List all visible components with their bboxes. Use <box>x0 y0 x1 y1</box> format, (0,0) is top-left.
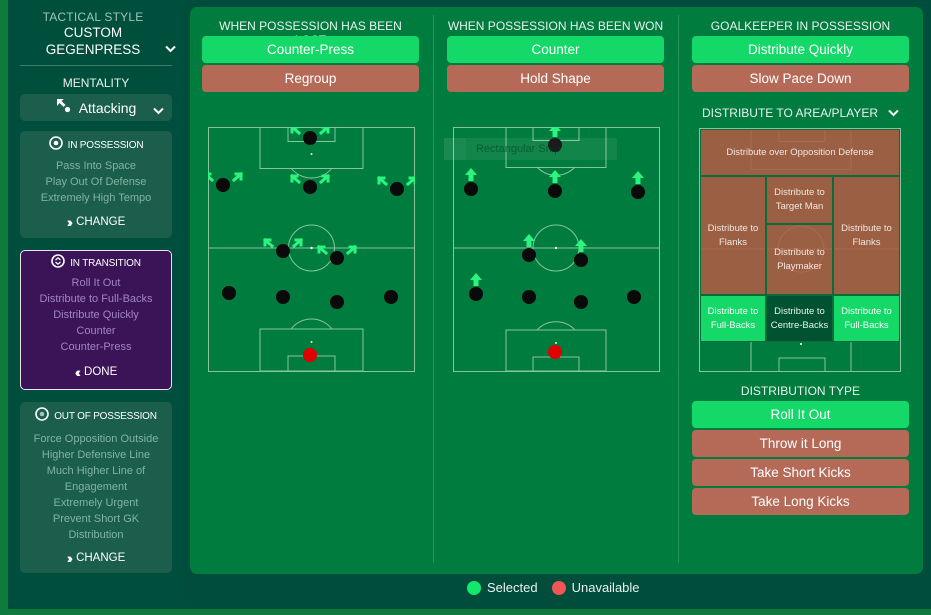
card-title: IN TRANSITION <box>70 257 141 269</box>
instruction-line: Distribute to Full-Backs <box>39 293 153 305</box>
instruction-line: Extremely Urgent <box>53 497 139 509</box>
instruction-line: Distribution <box>68 529 124 541</box>
zone-centre-backs[interactable]: Distribute to Centre-Backs <box>766 295 833 342</box>
instruction-line: Prevent Short GK <box>52 513 140 525</box>
tactical-style-value: CUSTOM <box>63 25 123 40</box>
distribute-header: DISTRIBUTE TO AREA/PLAYER <box>701 106 879 120</box>
column-divider <box>433 15 434 563</box>
pitch-possession-lost <box>208 127 415 372</box>
divider <box>20 65 172 66</box>
legend-unavailable: Unavailable <box>571 580 640 595</box>
regroup-option[interactable]: Regroup <box>202 65 419 92</box>
distribute-to-dropdown[interactable]: DISTRIBUTE TO AREA/PLAYER <box>692 106 909 120</box>
window-border <box>0 609 931 615</box>
zone-over-defense[interactable]: Distribute over Opposition Defense <box>700 129 900 176</box>
chevron-down-icon[interactable] <box>165 40 176 58</box>
tactical-style-value: GEGENPRESS <box>45 42 141 57</box>
instruction-line: Force Opposition Outside <box>33 433 159 445</box>
unavailable-dot-icon <box>551 580 566 595</box>
take-short-kicks-option[interactable]: Take Short Kicks <box>692 459 909 486</box>
mentality-value: Attacking <box>78 99 137 116</box>
chevron-down-icon <box>153 102 164 120</box>
ball-icon <box>48 135 63 155</box>
pitch-possession-won <box>453 127 660 372</box>
card-title: IN POSSESSION <box>67 139 144 151</box>
distribute-quickly-option[interactable]: Distribute Quickly <box>692 36 909 63</box>
double-chevron-right-icon: ›› <box>66 214 74 230</box>
zone-flanks-left[interactable]: Distribute to Flanks <box>700 176 766 295</box>
possession-won-title: WHEN POSSESSION HAS BEEN WON <box>447 19 664 33</box>
window-border <box>0 0 8 615</box>
double-chevron-left-icon: ‹‹ <box>74 364 82 380</box>
tactical-style-selector[interactable]: TACTICAL STYLE CUSTOM GEGENPRESS <box>28 10 158 58</box>
transition-icon <box>51 253 66 273</box>
throw-it-long-option[interactable]: Throw it Long <box>692 430 909 457</box>
instruction-line: Play Out Of Defense <box>45 176 147 188</box>
instruction-line: Counter-Press <box>60 341 132 353</box>
hold-shape-option[interactable]: Hold Shape <box>447 65 664 92</box>
tactics-sidebar: TACTICAL STYLE CUSTOM GEGENPRESS MENTALI… <box>8 0 184 605</box>
snip-icon <box>444 138 466 160</box>
instruction-line: Roll It Out <box>71 277 121 289</box>
change-label: CHANGE <box>76 552 126 564</box>
done-label: DONE <box>84 366 118 378</box>
in-possession-card[interactable]: IN POSSESSION Pass Into Space Play Out O… <box>20 131 172 238</box>
snip-tooltip-text: Rectangular Snip <box>476 143 561 155</box>
counter-option[interactable]: Counter <box>447 36 664 63</box>
tactical-style-label: TACTICAL STYLE <box>42 10 144 24</box>
instruction-line: Higher Defensive Line <box>41 449 151 461</box>
mentality-dropdown[interactable]: Attacking <box>20 94 172 121</box>
mentality-label: MENTALITY <box>62 76 130 90</box>
distribution-type-title: DISTRIBUTION TYPE <box>740 384 861 398</box>
chevron-down-icon <box>888 106 899 120</box>
attacking-mentality-icon <box>56 98 71 118</box>
instruction-line: Extremely High Tempo <box>40 192 152 204</box>
change-button[interactable]: ›› CHANGE <box>20 214 172 230</box>
take-long-kicks-option[interactable]: Take Long Kicks <box>692 488 909 515</box>
legend-selected: Selected <box>487 580 538 595</box>
counter-press-option[interactable]: Counter-Press <box>202 36 419 63</box>
zone-playmaker[interactable]: Distribute to Playmaker <box>766 224 833 295</box>
instruction-line: Distribute Quickly <box>53 309 139 321</box>
double-chevron-right-icon: ›› <box>66 550 74 566</box>
instruction-line: Engagement <box>64 481 128 493</box>
roll-it-out-option[interactable]: Roll It Out <box>692 401 909 428</box>
instruction-line: Counter <box>76 325 116 337</box>
zone-full-backs-left[interactable]: Distribute to Full-Backs <box>700 295 766 342</box>
goalkeeper-title: GOALKEEPER IN POSSESSION <box>710 19 891 33</box>
column-divider <box>678 15 679 563</box>
slow-pace-down-option[interactable]: Slow Pace Down <box>692 65 909 92</box>
selected-dot-icon <box>467 580 481 595</box>
change-label: CHANGE <box>76 216 126 228</box>
distribution-zones: Distribute over Opposition Defense Distr… <box>699 128 901 372</box>
legend: Selected Unavailable <box>467 580 654 595</box>
in-transition-card[interactable]: IN TRANSITION Roll It Out Distribute to … <box>20 250 172 390</box>
instruction-line: Much Higher Line of <box>46 465 146 477</box>
ball-icon <box>35 406 50 426</box>
instruction-line: Pass Into Space <box>55 160 137 172</box>
zone-flanks-right[interactable]: Distribute to Flanks <box>833 176 900 295</box>
change-button[interactable]: ›› CHANGE <box>20 550 172 566</box>
out-of-possession-card[interactable]: OUT OF POSSESSION Force Opposition Outsi… <box>20 402 172 573</box>
zone-full-backs-right[interactable]: Distribute to Full-Backs <box>833 295 900 342</box>
card-title: OUT OF POSSESSION <box>54 410 157 422</box>
snip-tooltip-overlay: Rectangular Snip <box>444 138 617 160</box>
zone-target-man[interactable]: Distribute to Target Man <box>766 176 833 224</box>
done-button[interactable]: ‹‹ DONE <box>21 364 171 380</box>
